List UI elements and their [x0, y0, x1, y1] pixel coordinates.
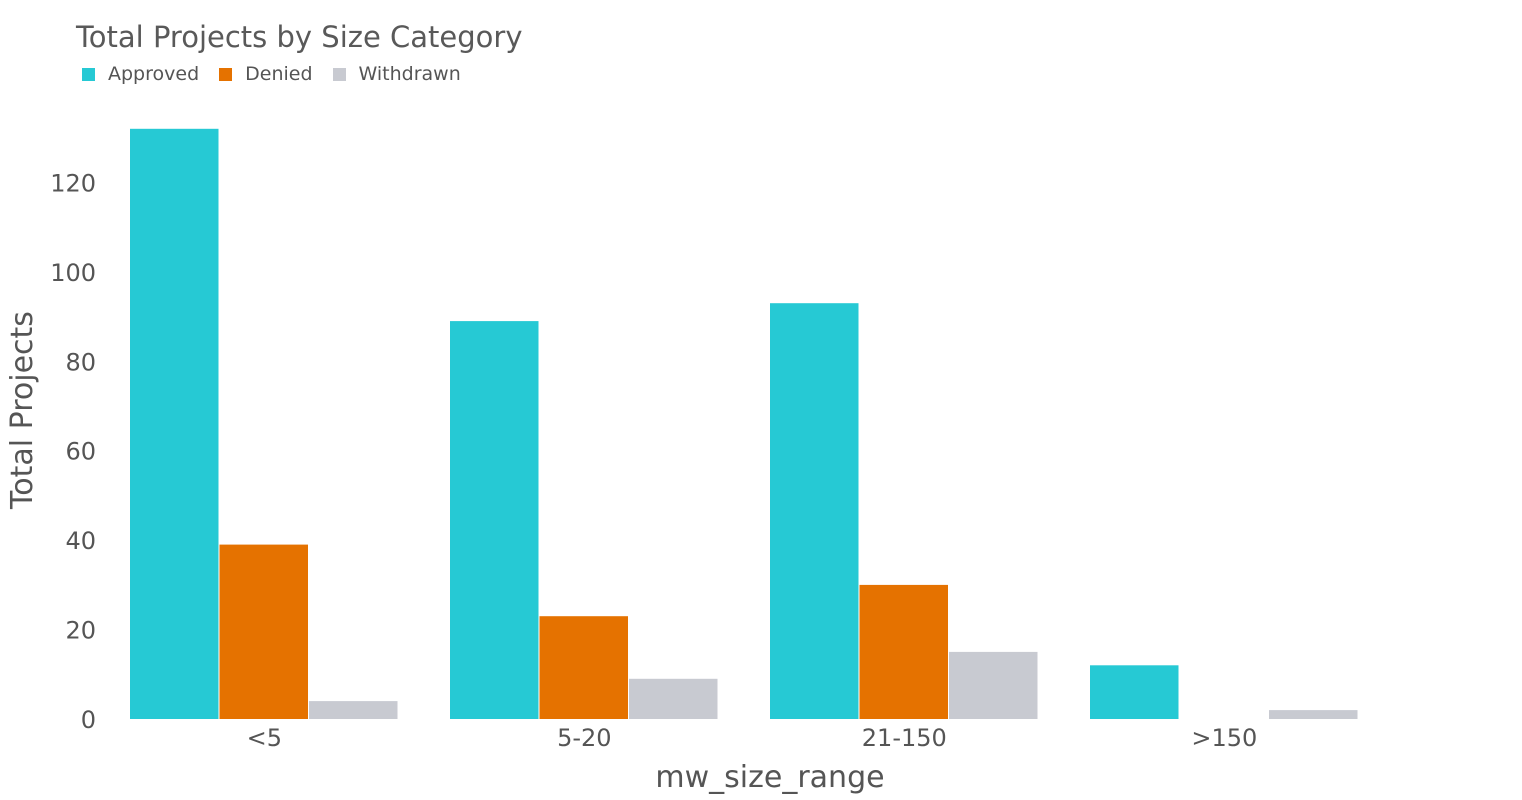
legend-label-approved: Approved	[108, 63, 200, 85]
x-tick-label: >150	[1191, 724, 1257, 752]
y-tick-label: 20	[65, 617, 96, 645]
legend: Approved Denied Withdrawn	[82, 63, 481, 85]
y-tick-label: 100	[50, 259, 96, 287]
chart-title: Total Projects by Size Category	[76, 20, 523, 54]
bar-withdrawn-1[interactable]	[629, 678, 718, 719]
y-tick-label: 60	[65, 438, 96, 466]
legend-item-approved[interactable]: Approved	[82, 63, 199, 85]
x-tick-label: 5-20	[557, 724, 611, 752]
legend-swatch-withdrawn	[332, 67, 346, 81]
legend-item-denied[interactable]: Denied	[219, 63, 313, 85]
x-tick-label: <5	[247, 724, 282, 752]
bar-approved-0[interactable]	[130, 128, 219, 720]
legend-swatch-denied	[219, 67, 233, 81]
bar-denied-0[interactable]	[219, 544, 309, 719]
y-tick-label: 80	[65, 348, 96, 376]
bar-withdrawn-3[interactable]	[1269, 710, 1358, 719]
y-tick-label: 0	[81, 706, 96, 734]
bar-withdrawn-0[interactable]	[309, 701, 398, 719]
bar-approved-1[interactable]	[450, 321, 539, 719]
legend-swatch-approved	[82, 67, 95, 81]
legend-label-withdrawn: Withdrawn	[358, 63, 461, 85]
legend-label-denied: Denied	[245, 63, 313, 85]
x-tick-label: 21-150	[862, 724, 947, 752]
bar-withdrawn-2[interactable]	[949, 651, 1038, 719]
x-axis-title: mw_size_range	[655, 760, 884, 795]
bar-approved-2[interactable]	[770, 303, 859, 719]
bar-denied-2[interactable]	[859, 584, 949, 719]
bar-approved-3[interactable]	[1090, 665, 1179, 719]
bar-denied-1[interactable]	[539, 616, 629, 719]
x-axis-ticks: <5 5-20 21-150 >150	[247, 724, 1258, 752]
bars-group	[130, 128, 1358, 720]
y-axis-ticks: 0 20 40 60 80 100 120	[50, 170, 96, 735]
y-axis-title: Total Projects	[5, 311, 40, 510]
legend-item-withdrawn[interactable]: Withdrawn	[332, 63, 461, 85]
y-tick-label: 120	[50, 170, 96, 198]
y-tick-label: 40	[65, 527, 96, 555]
